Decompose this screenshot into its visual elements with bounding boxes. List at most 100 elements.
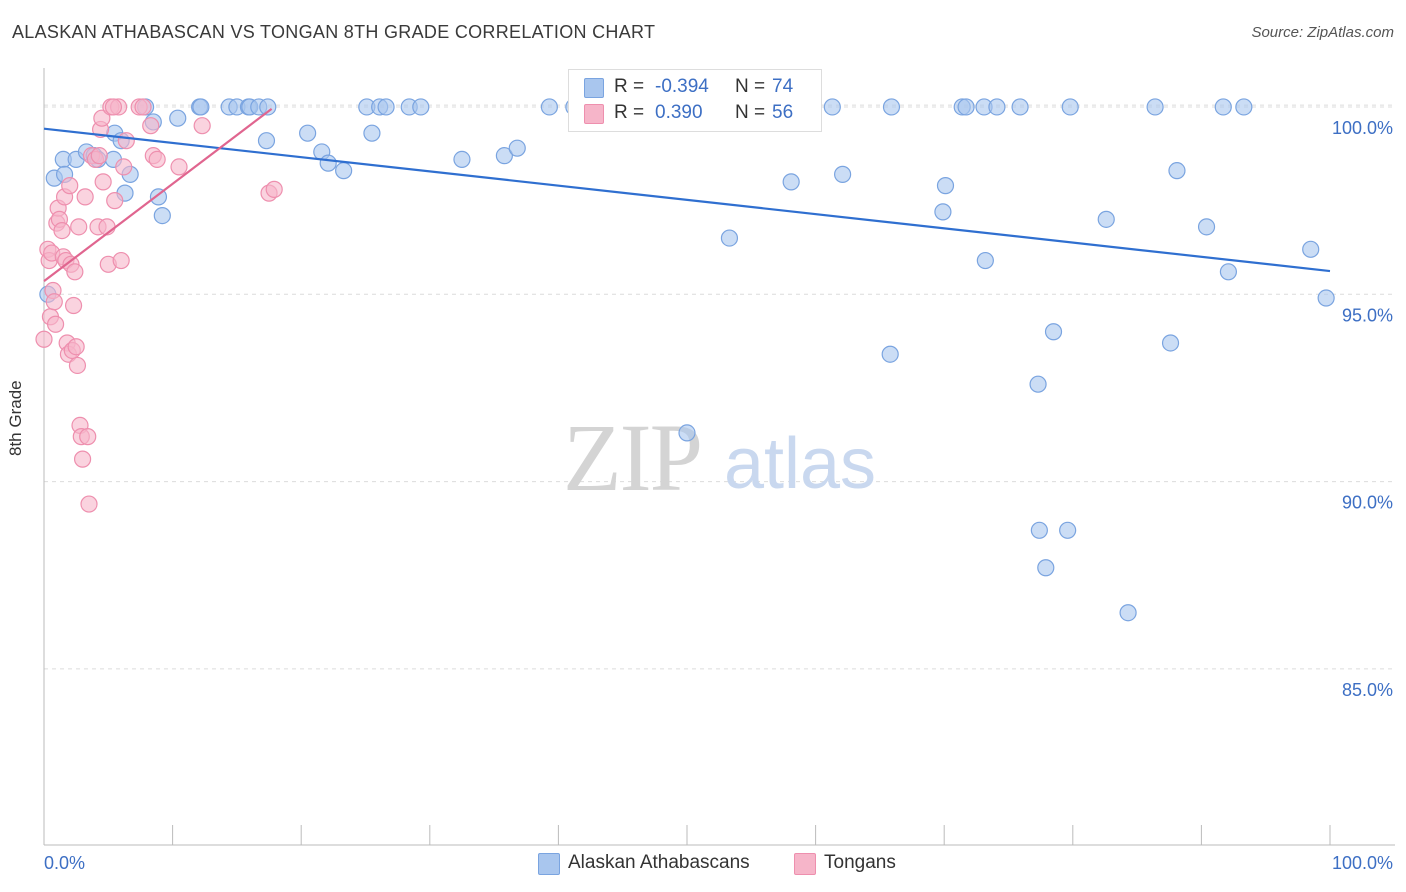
point-alaskan-athabascan: [957, 98, 975, 116]
point-tongan: [104, 98, 123, 116]
point-alaskan-athabascan: [988, 98, 1006, 116]
point-tongan: [46, 315, 65, 333]
point-tongan: [67, 338, 85, 356]
point-tongan: [265, 180, 283, 198]
y-tick-label: 100.0%: [1332, 118, 1393, 138]
point-alaskan-athabascan: [936, 177, 955, 195]
point-tongan: [142, 117, 160, 135]
point-alaskan-athabascan: [508, 139, 526, 157]
x-tick-label: 0.0%: [44, 853, 85, 873]
point-tongan: [117, 132, 135, 150]
point-alaskan-athabascan: [834, 165, 852, 183]
n-label: N =: [735, 102, 766, 123]
r-value: 0.390: [655, 102, 703, 123]
point-alaskan-athabascan: [259, 98, 277, 116]
point-tongan: [90, 147, 108, 165]
tick-labels: 100.0% 95.0% 90.0% 85.0% 0.0% 100.0%: [44, 118, 1393, 873]
r-value: -0.394: [655, 76, 709, 97]
point-alaskan-athabascan: [720, 229, 739, 247]
point-tongan: [79, 428, 97, 446]
stats-row-blue: R = -0.394 N = 74: [569, 75, 821, 101]
point-alaskan-athabascan: [1061, 98, 1079, 116]
point-alaskan-athabascan: [1161, 334, 1180, 352]
point-alaskan-athabascan: [363, 124, 381, 142]
watermark-zip: ZIP: [563, 404, 701, 511]
point-alaskan-athabascan: [1037, 559, 1055, 577]
y-axis-label: 8th Grade: [6, 380, 25, 456]
chart-title: ALASKAN ATHABASCAN VS TONGAN 8TH GRADE C…: [12, 22, 656, 42]
point-tongan: [106, 192, 124, 210]
n-value: 56: [772, 102, 794, 123]
point-tongan: [73, 450, 92, 468]
point-alaskan-athabascan: [377, 98, 395, 116]
point-alaskan-athabascan: [1146, 98, 1164, 116]
point-alaskan-athabascan: [149, 188, 168, 206]
legend-swatch-pink: [794, 853, 816, 875]
point-alaskan-athabascan: [495, 147, 513, 165]
point-alaskan-athabascan: [1214, 98, 1232, 116]
point-tongan: [61, 177, 79, 195]
point-alaskan-athabascan: [169, 109, 187, 127]
point-alaskan-athabascan: [1197, 218, 1216, 236]
point-alaskan-athabascan: [1030, 521, 1048, 539]
point-alaskan-athabascan: [823, 98, 841, 116]
x-tick-label: 100.0%: [1332, 853, 1393, 873]
ticks: [43, 825, 1331, 845]
y-tick-label: 95.0%: [1342, 305, 1393, 325]
point-alaskan-athabascan: [1302, 240, 1320, 258]
point-tongan: [112, 251, 130, 270]
point-tongan: [53, 221, 71, 240]
point-alaskan-athabascan: [782, 173, 800, 191]
stats-swatch-blue: [584, 78, 604, 98]
stats-swatch-pink: [584, 104, 604, 124]
point-tongan: [64, 296, 83, 315]
trend-line-alaskan-athabascans: [43, 127, 1331, 273]
point-tongan: [45, 293, 63, 311]
point-tongan: [115, 158, 133, 176]
point-tongan: [93, 109, 111, 127]
series-alaskan-athabascans: [39, 98, 1335, 622]
point-alaskan-athabascan: [335, 162, 353, 180]
trend-lines: [43, 107, 1331, 283]
watermark: ZIP atlas: [563, 404, 876, 511]
point-alaskan-athabascan: [882, 98, 901, 116]
n-value: 74: [772, 76, 794, 97]
legend-label: Alaskan Athabascans: [568, 852, 750, 873]
point-tongan: [148, 150, 166, 169]
point-tongan: [35, 330, 53, 348]
legend-label: Tongans: [824, 852, 896, 873]
point-alaskan-athabascan: [934, 203, 952, 221]
point-tongan: [80, 495, 98, 513]
point-alaskan-athabascan: [412, 98, 430, 116]
point-alaskan-athabascan: [299, 124, 317, 142]
point-tongan: [76, 188, 94, 206]
trend-line-tongans: [43, 107, 273, 283]
point-alaskan-athabascan: [453, 150, 471, 169]
grid-lines: [44, 104, 1395, 670]
point-alaskan-athabascan: [1044, 323, 1063, 341]
y-tick-label: 90.0%: [1342, 493, 1393, 513]
point-tongan: [94, 173, 112, 191]
series-tongans: [35, 98, 283, 513]
watermark-atlas: atlas: [724, 424, 876, 504]
point-alaskan-athabascan: [1317, 289, 1335, 307]
point-alaskan-athabascan: [192, 98, 210, 116]
point-alaskan-athabascan: [1097, 210, 1115, 228]
point-tongan: [170, 158, 188, 176]
r-label: R =: [614, 102, 645, 123]
point-tongan: [134, 98, 152, 116]
point-alaskan-athabascan: [1011, 98, 1029, 116]
point-alaskan-athabascan: [1219, 263, 1238, 281]
n-label: N =: [735, 76, 766, 97]
legend-swatch-blue: [538, 853, 560, 875]
point-alaskan-athabascan: [1168, 162, 1186, 180]
point-alaskan-athabascan: [976, 251, 994, 270]
point-alaskan-athabascan: [881, 345, 899, 363]
point-alaskan-athabascan: [319, 154, 337, 172]
point-tongan: [70, 218, 88, 236]
source-label: Source: ZipAtlas.com: [1251, 24, 1394, 41]
point-alaskan-athabascan: [153, 207, 171, 225]
point-alaskan-athabascan: [1059, 521, 1077, 539]
point-alaskan-athabascan: [678, 424, 696, 442]
point-tongan: [68, 356, 87, 375]
